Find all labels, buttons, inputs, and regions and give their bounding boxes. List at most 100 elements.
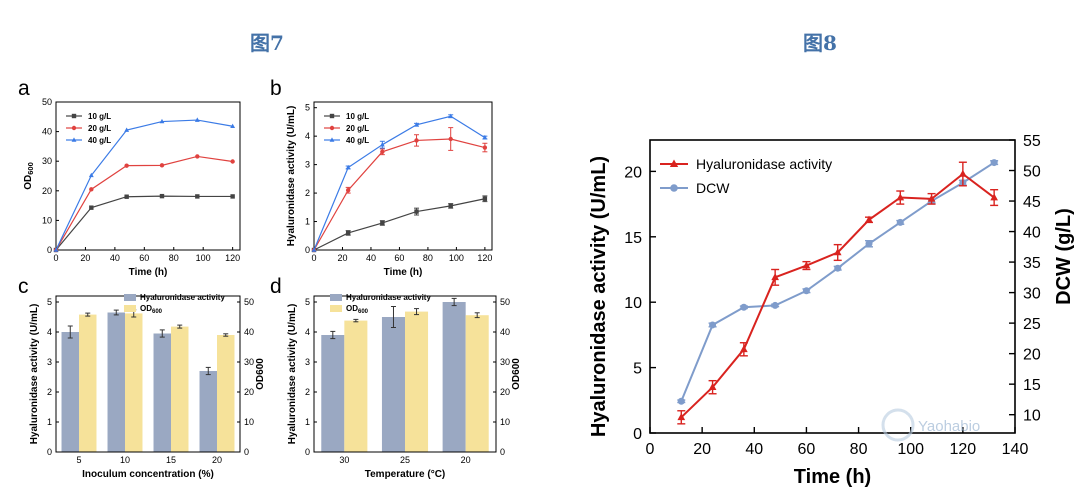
y-tick-label: 4 bbox=[305, 327, 310, 337]
panel-d-axes-frame bbox=[313, 295, 497, 453]
legend-marker bbox=[329, 137, 335, 142]
data-point bbox=[865, 240, 873, 248]
series-line-20-g-L bbox=[55, 155, 233, 251]
x-tick-label: 40 bbox=[745, 441, 763, 458]
y2-tick-label: 30 bbox=[1023, 286, 1041, 303]
bar-od600 bbox=[79, 314, 97, 452]
x-tick-label: 100 bbox=[196, 253, 211, 263]
watermark-logo-icon bbox=[881, 408, 915, 442]
y2-tick-label: 40 bbox=[244, 327, 254, 337]
data-point bbox=[448, 203, 453, 209]
data-point bbox=[771, 273, 779, 281]
x-tick-label: 120 bbox=[225, 253, 240, 263]
panel-b-line-chart: 0 20 40 60 80 100 120 0 1 2 3 4 5 Time (h) Hyaluronida… bbox=[286, 101, 493, 278]
y-tick-label: 2 bbox=[305, 387, 310, 397]
y-tick-label: 10 bbox=[624, 295, 642, 312]
watermark: Yaohabio bbox=[881, 408, 980, 442]
y-tick-label: 4 bbox=[305, 131, 310, 141]
y2-tick-label: 10 bbox=[244, 417, 254, 427]
x-axis-label: Inoculum concentration (%) bbox=[82, 469, 214, 480]
x-tick-label: 0 bbox=[53, 253, 58, 263]
bar-activity bbox=[442, 302, 466, 452]
panel-letter-b: b bbox=[270, 77, 282, 100]
data-point bbox=[833, 248, 842, 256]
legend-marker bbox=[71, 125, 77, 131]
bar-od600 bbox=[405, 311, 429, 452]
data-point bbox=[380, 149, 385, 155]
bar-od600 bbox=[125, 313, 143, 452]
x-axis-label: Time (h) bbox=[384, 267, 423, 278]
data-point bbox=[379, 142, 385, 147]
panel-a-line-chart: 0 20 40 60 80 100 120 0 10 20 30 40 50 Time (h) OD600 1… bbox=[23, 97, 241, 278]
series-line-40-g-L bbox=[55, 119, 233, 251]
x-tick-label: 20 bbox=[212, 455, 222, 465]
data-point bbox=[53, 247, 59, 252]
y2-tick-label: 25 bbox=[1023, 316, 1041, 333]
panel-a-axes-frame bbox=[55, 101, 241, 251]
bar-activity bbox=[153, 333, 171, 452]
y-axis-label: Hyaluronidase activity (U/mL) bbox=[29, 304, 40, 445]
series-line-10-g-L bbox=[55, 195, 233, 251]
y2-tick-label: 10 bbox=[1023, 408, 1041, 425]
data-point bbox=[124, 163, 129, 168]
x-axis-label: Time (h) bbox=[129, 267, 168, 278]
panel-c-axes-frame bbox=[55, 295, 241, 453]
x-tick-label: 10 bbox=[120, 455, 130, 465]
data-point bbox=[230, 159, 235, 164]
bar-od600 bbox=[344, 320, 368, 452]
y-tick-label: 20 bbox=[42, 186, 52, 196]
panel-letter-d: d bbox=[270, 275, 282, 298]
y-tick-label: 0 bbox=[305, 245, 310, 255]
data-point bbox=[414, 138, 419, 143]
x-tick-label: 20 bbox=[337, 253, 347, 263]
legend-label: 10 g/L bbox=[88, 112, 111, 121]
y-tick-label: 0 bbox=[47, 447, 52, 457]
data-point bbox=[834, 264, 842, 272]
x-tick-label: 0 bbox=[646, 441, 655, 458]
data-point bbox=[959, 169, 967, 177]
data-point bbox=[896, 193, 905, 201]
data-point bbox=[311, 247, 317, 252]
y-axis-label: Hyaluronidase activity (U/mL) bbox=[286, 106, 297, 247]
y2-tick-label: 20 bbox=[1023, 347, 1041, 364]
data-point bbox=[482, 145, 488, 150]
y-tick-label: 1 bbox=[47, 417, 52, 427]
y2-tick-label: 55 bbox=[1023, 133, 1041, 150]
y2-tick-label: 10 bbox=[500, 417, 510, 427]
series-line-DCW bbox=[680, 161, 995, 402]
legend-marker bbox=[669, 159, 679, 168]
y2-axis-label: DCW (g/L) bbox=[1053, 208, 1075, 305]
y-tick-label: 2 bbox=[47, 387, 52, 397]
y-tick-label: 3 bbox=[47, 357, 52, 367]
x-tick-label: 20 bbox=[80, 253, 90, 263]
x-tick-label: 100 bbox=[449, 253, 464, 263]
y2-tick-label: 40 bbox=[500, 327, 510, 337]
y-tick-label: 20 bbox=[624, 164, 642, 181]
figure-8-dual-axis-chart: 0 20 40 60 80 100 120 140 0 5 10 15 20 10 15 20 25 30 35 40… bbox=[588, 133, 1075, 488]
legend-label: Hyaluronidase activity bbox=[696, 156, 832, 172]
panel-letter-a: a bbox=[18, 77, 30, 100]
y-tick-label: 50 bbox=[42, 97, 52, 107]
legend-label: DCW bbox=[696, 180, 730, 196]
y2-tick-label: 30 bbox=[244, 357, 254, 367]
fig8-axes-frame bbox=[649, 139, 1016, 434]
figure-7-title: 图7 bbox=[250, 31, 284, 55]
bar-od600 bbox=[465, 315, 489, 452]
y-tick-label: 5 bbox=[633, 361, 642, 378]
y-tick-label: 4 bbox=[47, 327, 52, 337]
y-tick-label: 15 bbox=[624, 230, 642, 247]
y-tick-label: 30 bbox=[42, 156, 52, 166]
x-tick-label: 15 bbox=[166, 455, 176, 465]
data-point bbox=[88, 172, 94, 178]
figure-8-title: 图8 bbox=[803, 31, 837, 55]
y2-tick-label: 40 bbox=[1023, 225, 1041, 242]
x-tick-label: 120 bbox=[477, 253, 492, 263]
data-point bbox=[194, 117, 200, 122]
y-axis-label: Hyaluronidase activity (U/mL) bbox=[287, 304, 298, 445]
y-tick-label: 3 bbox=[305, 357, 310, 367]
data-point bbox=[448, 136, 453, 142]
data-point bbox=[990, 159, 998, 167]
series-line-40-g-L bbox=[313, 115, 486, 251]
bar-od600 bbox=[217, 335, 235, 452]
